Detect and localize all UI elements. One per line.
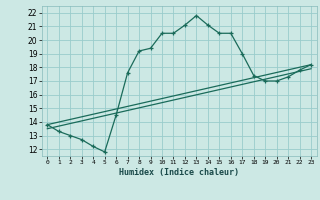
X-axis label: Humidex (Indice chaleur): Humidex (Indice chaleur) — [119, 168, 239, 177]
